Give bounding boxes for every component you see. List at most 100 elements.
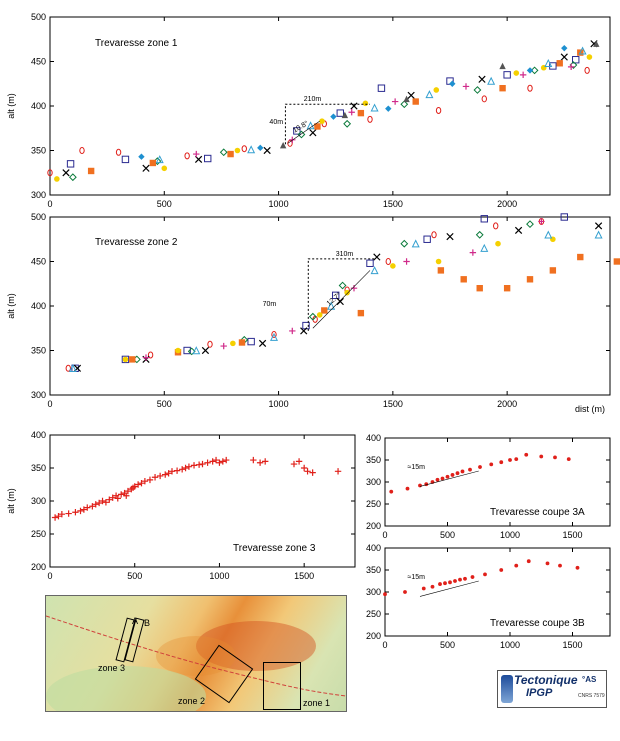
data-point [431, 231, 437, 239]
x-tick-label: 1000 [269, 399, 289, 409]
data-point [106, 496, 113, 503]
x-tick-label: 1000 [500, 530, 520, 540]
data-point [271, 330, 277, 338]
offset-guide [307, 258, 375, 331]
data-point [138, 153, 145, 160]
y-axis-label: alt (m) [6, 488, 16, 514]
data-point [480, 243, 489, 252]
data-point [68, 363, 77, 372]
annotation-slope: ≈15m [408, 464, 426, 471]
y-tick-label: 200 [31, 562, 46, 572]
data-point [319, 118, 325, 124]
chart-title: Trevaresse zone 3 [233, 543, 316, 554]
data-point [463, 576, 467, 581]
data-point [558, 563, 562, 568]
data-point [391, 98, 399, 105]
tectonique-ipgp-logo: Tectonique °AS IPGP CNRS 7579 [497, 670, 607, 708]
y-tick-label: 400 [366, 543, 381, 553]
data-point [184, 152, 190, 160]
data-point [514, 563, 519, 568]
data-point [412, 98, 419, 105]
data-point [54, 176, 60, 182]
data-point [117, 491, 125, 498]
y-tick-label: 300 [31, 190, 46, 200]
data-point [437, 267, 445, 274]
annotation-slope: 12.7° [325, 291, 343, 308]
data-point [334, 468, 342, 475]
data-point [549, 62, 557, 70]
data-point [553, 455, 557, 460]
data-point [421, 586, 426, 591]
slope-line [419, 470, 479, 487]
data-point [330, 113, 337, 120]
chart-zone1: 0 500 1000 1500 2000 300 350 400 450 500 Trevaress… [6, 12, 611, 209]
data-point [124, 487, 132, 495]
data-point [304, 468, 311, 475]
y-tick-label: 400 [31, 101, 46, 111]
data-point [336, 297, 344, 306]
data-point [220, 342, 227, 350]
data-point [109, 494, 116, 501]
data-point [503, 71, 511, 79]
data-point [367, 115, 373, 123]
y-tick-label: 200 [366, 521, 381, 531]
data-point [544, 58, 553, 67]
data-point [161, 165, 168, 172]
logo-swoosh [501, 675, 513, 703]
chart-coupe3a: 0 500 1000 1500 200 250 300 350 400 Trevaresse co… [366, 433, 611, 540]
data-point [263, 146, 271, 155]
x-tick-label: 500 [440, 530, 455, 540]
y-tick-label: 300 [31, 390, 46, 400]
data-point [438, 582, 442, 586]
data-point [47, 169, 53, 177]
data-point [187, 347, 196, 356]
data-point [430, 584, 435, 589]
data-point [499, 62, 506, 70]
data-point [593, 40, 600, 47]
y-tick-label: 300 [366, 587, 381, 597]
data-point [115, 148, 122, 156]
data-point [149, 159, 157, 167]
data-point [341, 111, 349, 119]
data-point [212, 456, 220, 464]
data-point [89, 503, 96, 510]
chart-title: Trevaresse coupe 3B [490, 618, 585, 629]
x-tick-label: 1000 [269, 199, 289, 209]
data-point [567, 63, 575, 71]
data-point [478, 465, 482, 469]
data-point [362, 100, 369, 107]
data-point [343, 119, 352, 128]
chart-title: Trevaresse zone 2 [95, 237, 178, 248]
data-point [168, 468, 176, 475]
data-point [327, 301, 336, 310]
data-point [72, 509, 79, 516]
data-point [350, 285, 358, 292]
label-b: B [144, 618, 151, 628]
x-tick-label: 1500 [383, 399, 403, 409]
data-point [530, 66, 539, 75]
data-point [122, 356, 129, 363]
data-point [594, 230, 603, 239]
data-point [190, 462, 198, 469]
x-tick-label: 0 [382, 530, 387, 540]
data-point [336, 109, 344, 117]
logo-mark: °AS [582, 675, 597, 684]
data-point [308, 312, 317, 321]
data-point [62, 169, 70, 177]
data-point [350, 102, 358, 110]
label-zone3: zone 3 [98, 663, 126, 673]
data-point [370, 103, 379, 112]
data-point [309, 469, 316, 476]
data-point [227, 150, 234, 158]
data-point [173, 467, 181, 474]
data-point [131, 483, 138, 490]
data-point [433, 87, 440, 93]
data-point [470, 575, 475, 579]
data-point [348, 109, 355, 116]
fault-line [46, 615, 346, 697]
data-point [314, 123, 321, 130]
data-point [114, 495, 121, 502]
data-point [141, 478, 149, 485]
data-point [566, 457, 571, 462]
data-point [151, 474, 159, 481]
